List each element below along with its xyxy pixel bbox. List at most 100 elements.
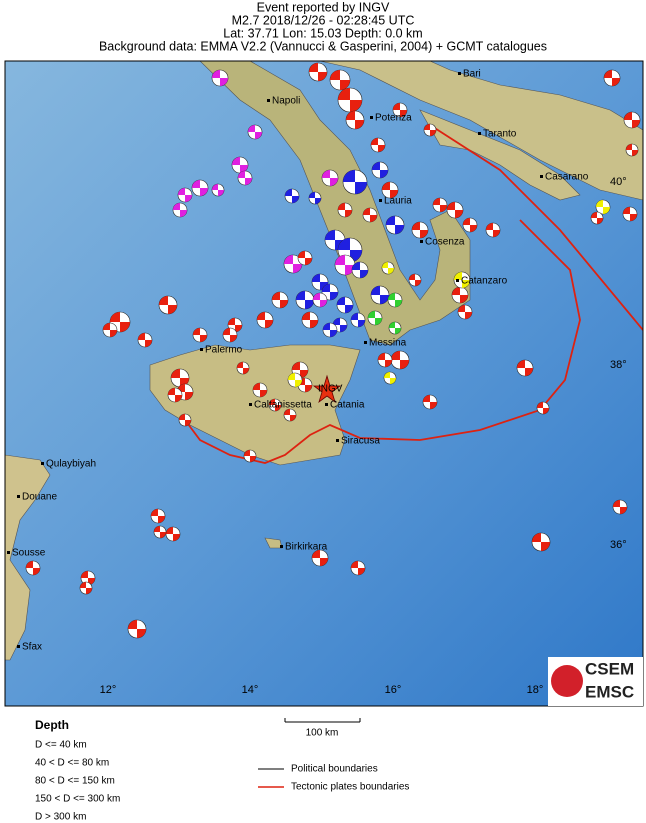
map: Bari Napoli Potenza Taranto Lauria Casarano Co… xyxy=(5,61,643,706)
beach-ball-quadrant xyxy=(309,63,327,81)
beach-ball-quadrant xyxy=(363,208,377,222)
logo-globe xyxy=(551,665,583,697)
beach-ball xyxy=(345,110,365,130)
beach-ball-quadrant xyxy=(338,238,362,262)
beach-ball-quadrant xyxy=(166,527,180,541)
beach-ball xyxy=(385,215,405,235)
land-sicily xyxy=(149,344,361,466)
beach-ball xyxy=(381,181,399,199)
city-marker xyxy=(7,551,10,554)
beach-ball-quadrant xyxy=(624,112,640,128)
beach-ball-quadrant xyxy=(384,372,396,384)
beach-ball-quadrant xyxy=(351,561,365,575)
header-line: Event reported by INGV xyxy=(257,0,390,14)
beach-ball xyxy=(243,449,257,463)
depth-class-label: 150 < D <= 300 km xyxy=(35,794,120,805)
beach-ball-quadrant xyxy=(284,409,296,421)
beach-ball-quadrant xyxy=(138,333,152,347)
beach-ball-quadrant xyxy=(393,103,407,117)
beach-ball xyxy=(311,273,329,291)
beach-ball xyxy=(408,273,422,287)
city-label: Sousse xyxy=(12,548,46,559)
beach-ball-quadrant xyxy=(409,274,421,286)
beach-ball-quadrant xyxy=(352,262,368,278)
beach-ball-quadrant xyxy=(338,203,352,217)
beach-ball-quadrant xyxy=(298,251,312,265)
beach-ball xyxy=(102,322,118,338)
events xyxy=(25,62,641,639)
beach-ball xyxy=(25,560,41,576)
beach-ball-quadrant xyxy=(151,509,165,523)
beach-ball xyxy=(79,581,93,595)
beach-ball xyxy=(603,69,621,87)
beach-ball-quadrant xyxy=(313,293,327,307)
beach-ball-quadrant xyxy=(285,189,299,203)
beach-ball xyxy=(625,143,639,157)
beach-ball-quadrant xyxy=(171,369,189,387)
city-label: Siracusa xyxy=(341,436,380,447)
city-label: Douane xyxy=(22,492,57,503)
beach-ball-quadrant xyxy=(388,293,402,307)
scale-label: 100 km xyxy=(306,728,339,739)
city-label: Palermo xyxy=(205,345,243,356)
beach-ball xyxy=(462,217,478,233)
beach-ball xyxy=(457,304,473,320)
beach-ball xyxy=(283,408,297,422)
beach-ball-quadrant xyxy=(193,328,207,342)
beach-ball-quadrant xyxy=(391,351,409,369)
beach-ball-quadrant xyxy=(296,291,314,309)
land-tunisia xyxy=(5,454,51,661)
beach-ball xyxy=(237,170,253,186)
city-label: Qulaybiyah xyxy=(46,459,96,470)
beach-ball-quadrant xyxy=(248,125,262,139)
beach-ball xyxy=(337,202,353,218)
beach-ball xyxy=(451,286,469,304)
beach-ball-quadrant xyxy=(591,212,603,224)
lon-label: 16° xyxy=(385,684,402,696)
beach-ball xyxy=(321,169,339,187)
event-star xyxy=(312,374,342,404)
beach-ball-quadrant xyxy=(177,384,193,400)
beach-ball xyxy=(350,560,366,576)
city-marker xyxy=(370,116,373,119)
beach-ball xyxy=(295,290,315,310)
city-label: Cosenza xyxy=(425,237,465,248)
cities: Bari Napoli Potenza Taranto Lauria Casarano Co… xyxy=(7,69,589,653)
legend-label: Tectonic plates boundaries xyxy=(291,782,409,793)
beach-ball xyxy=(536,401,550,415)
beach-ball xyxy=(165,526,181,542)
beach-ball xyxy=(247,124,263,140)
city-marker xyxy=(41,462,44,465)
beach-ball xyxy=(351,261,369,279)
beach-ball-quadrant xyxy=(212,70,228,86)
beach-ball-quadrant xyxy=(212,184,224,196)
city-marker xyxy=(379,199,382,202)
beach-ball xyxy=(231,156,249,174)
legend-title: Depth xyxy=(35,718,69,732)
beach-ball-quadrant xyxy=(517,360,533,376)
beach-ball xyxy=(390,350,410,370)
land-calabria xyxy=(199,61,471,346)
beach-ball-quadrant xyxy=(178,188,192,202)
beach-ball-quadrant xyxy=(309,192,321,204)
beach-ball-quadrant xyxy=(244,450,256,462)
legend-label: Political boundaries xyxy=(291,764,378,775)
beach-ball xyxy=(371,161,389,179)
beach-ball-quadrant xyxy=(110,312,130,332)
beach-ball-quadrant xyxy=(128,620,146,638)
beach-ball-quadrant xyxy=(238,171,252,185)
beach-ball-quadrant xyxy=(386,216,404,234)
beach-ball xyxy=(322,322,338,338)
beach-ball-quadrant xyxy=(288,373,302,387)
city-marker xyxy=(540,175,543,178)
beach-ball-quadrant xyxy=(351,313,365,327)
beach-ball xyxy=(381,261,395,275)
station-label: INGV xyxy=(318,384,343,395)
city-label: Catanzaro xyxy=(461,276,508,287)
beach-ball xyxy=(383,371,397,385)
city-marker xyxy=(267,99,270,102)
beach-ball-quadrant xyxy=(626,144,638,156)
beach-ball-quadrant xyxy=(433,198,447,212)
beach-ball-quadrant xyxy=(322,284,338,300)
